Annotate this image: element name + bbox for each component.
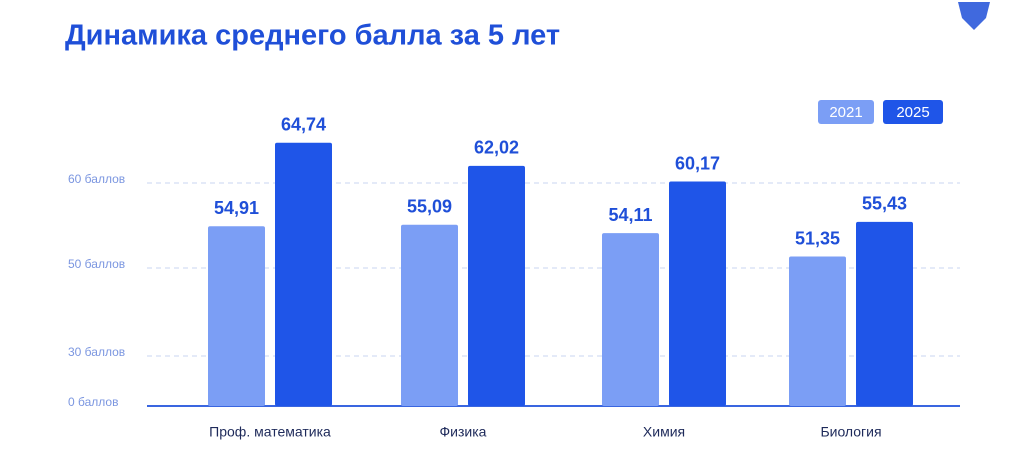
x-tick-label: Химия (643, 424, 685, 440)
value-label: 62,02 (474, 138, 519, 158)
y-tick-label: 0 баллов (68, 395, 118, 409)
y-tick-label: 50 баллов (68, 257, 125, 271)
value-label: 55,43 (862, 194, 907, 214)
value-label: 55,09 (407, 196, 452, 216)
y-tick-label: 30 баллов (68, 345, 125, 359)
legend-swatch (883, 100, 943, 124)
x-tick-label: Биология (820, 424, 881, 440)
y-tick-label: 60 баллов (68, 172, 125, 186)
bar (275, 142, 332, 406)
value-label: 64,74 (281, 114, 326, 134)
value-label: 54,91 (214, 198, 259, 218)
x-tick-label: Проф. математика (209, 424, 331, 440)
x-tick-label: Физика (440, 424, 487, 440)
legend-label: 2025 (896, 104, 929, 121)
bar (669, 181, 726, 406)
bar (856, 221, 913, 406)
bar (789, 256, 846, 406)
bar (468, 165, 525, 406)
value-label: 51,35 (795, 228, 840, 248)
bar (602, 233, 659, 406)
bar (208, 226, 265, 406)
legend-swatch (818, 100, 874, 124)
value-label: 60,17 (675, 153, 720, 173)
logo (958, 2, 990, 30)
value-label: 54,11 (608, 205, 652, 225)
chart-title: Динамика среднего балла за 5 лет (65, 20, 560, 52)
bar (401, 224, 458, 406)
legend-label: 2021 (829, 104, 862, 121)
